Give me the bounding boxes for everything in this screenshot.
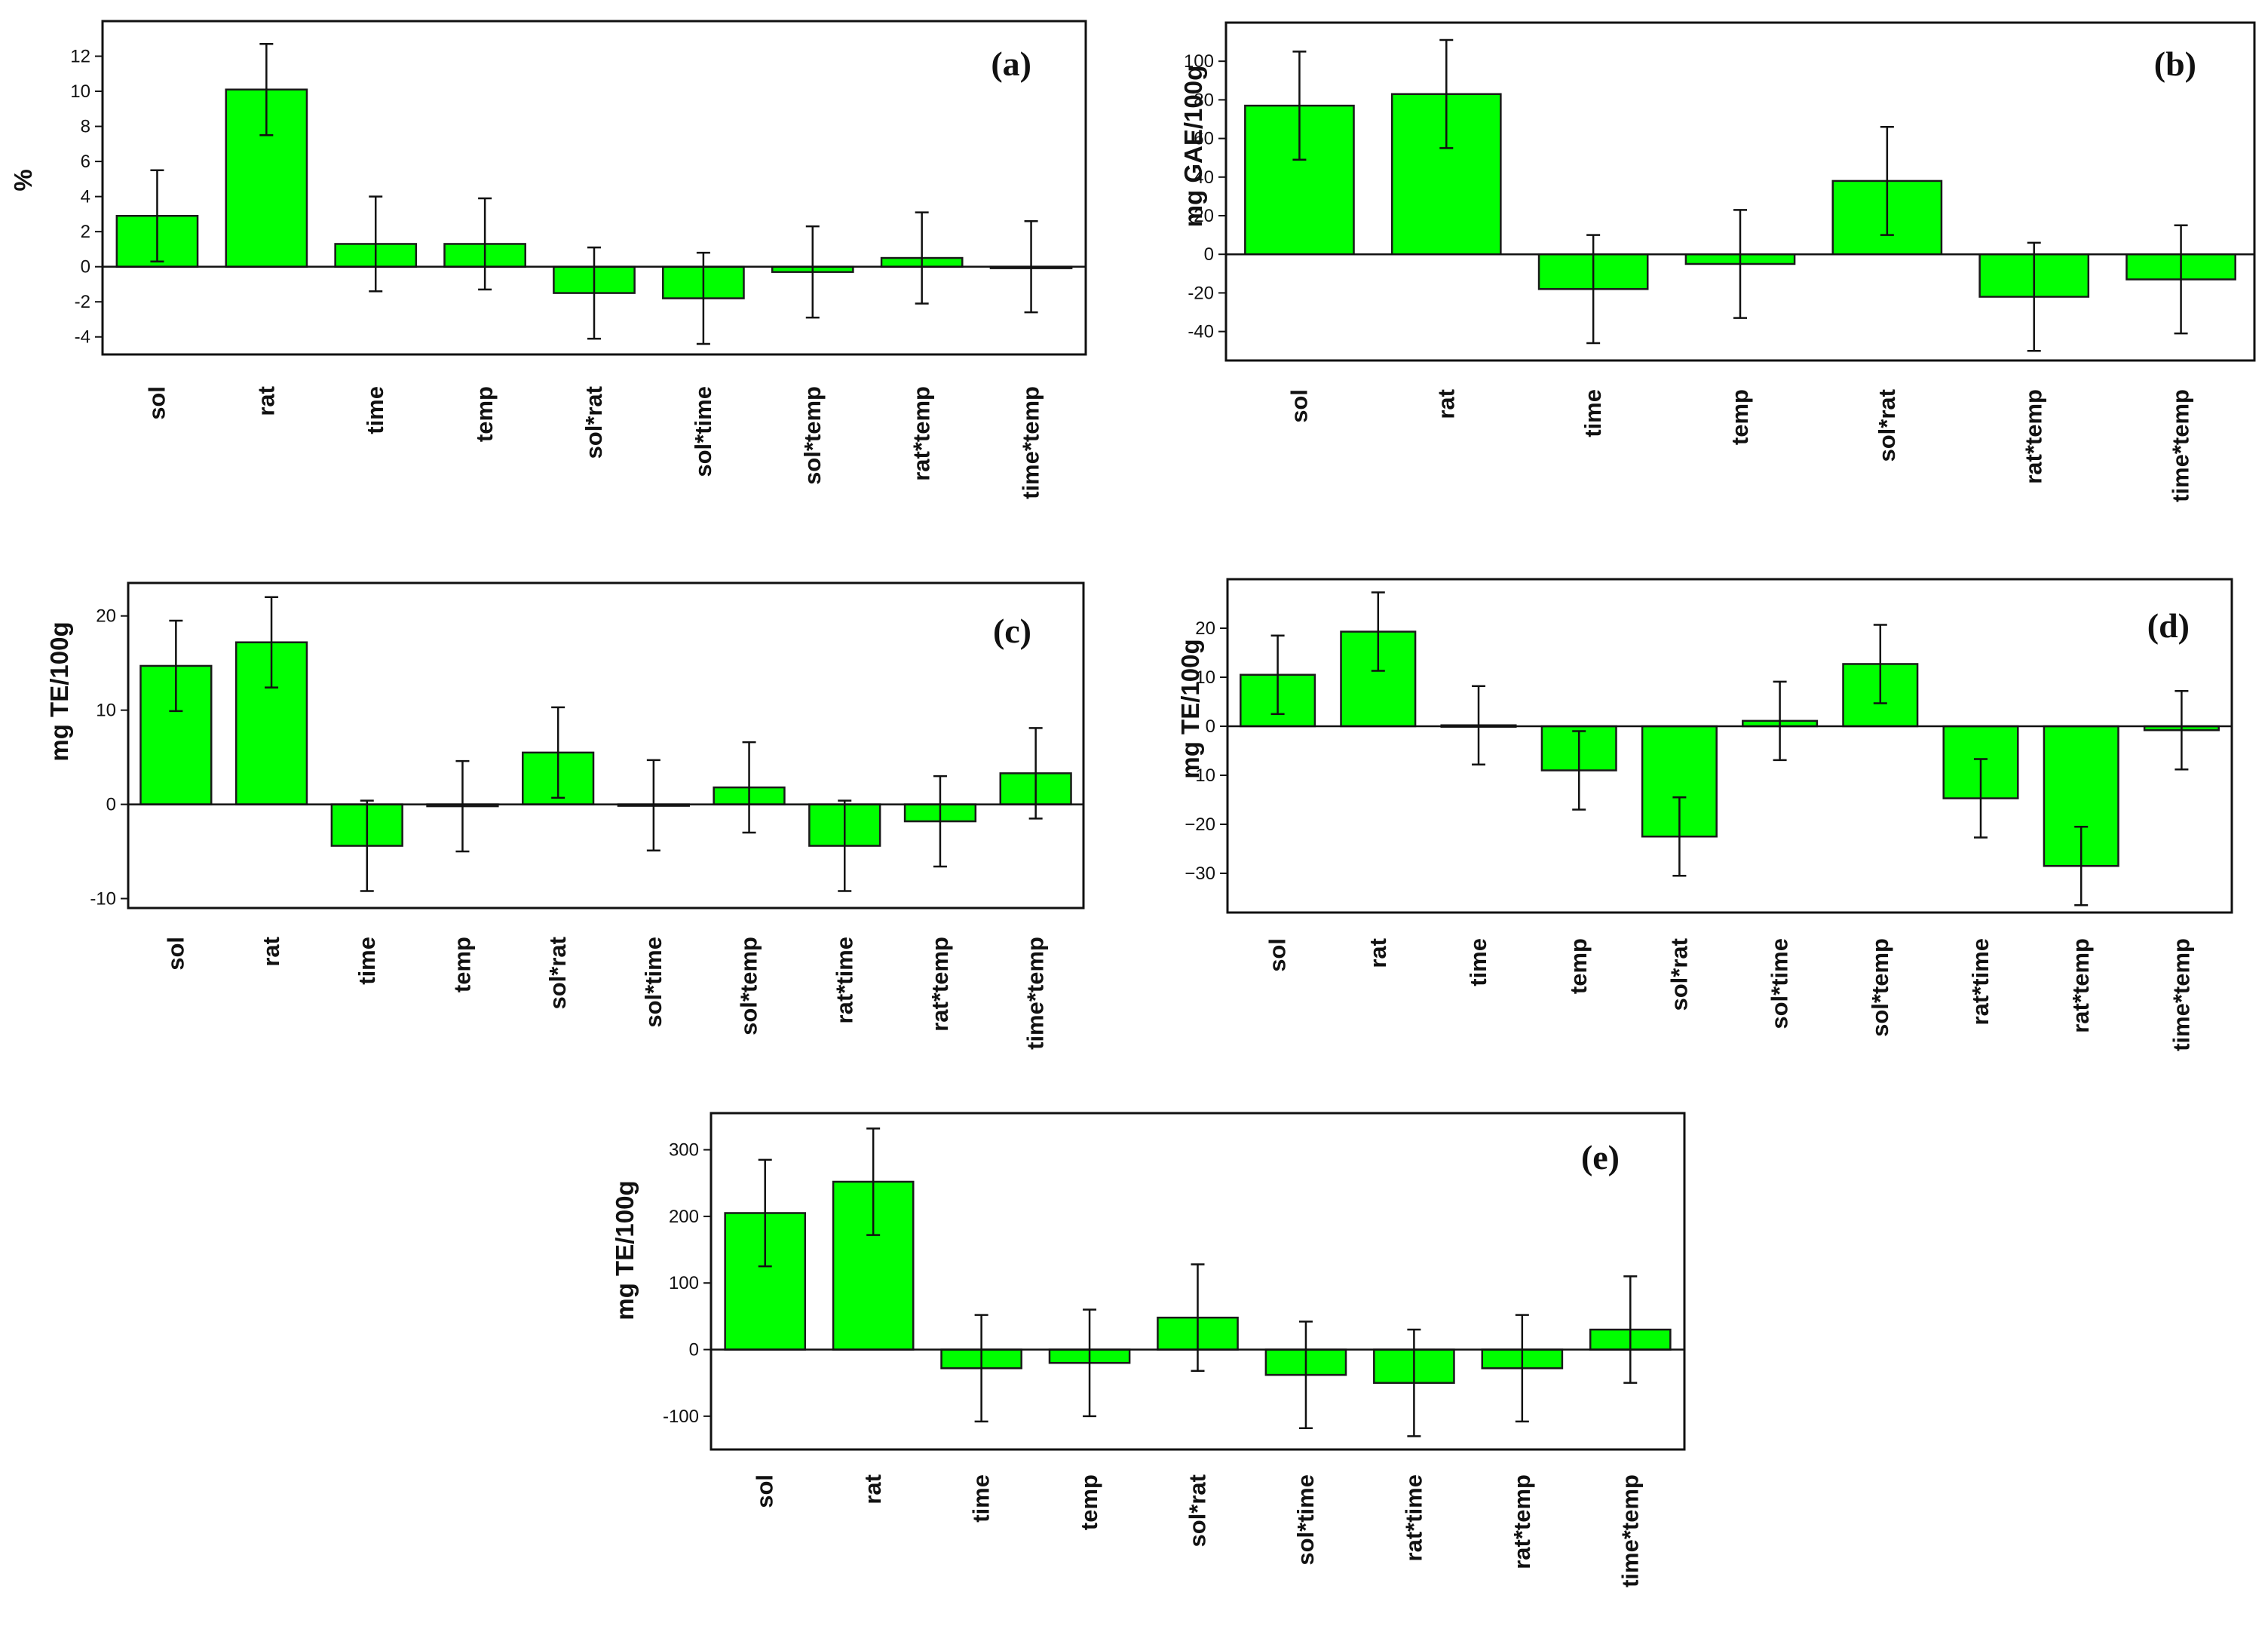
category-label-sol*temp: sol*temp	[799, 386, 826, 485]
y-tick-label: −30	[1185, 864, 1215, 884]
category-label-rat*temp: rat*temp	[1509, 1474, 1535, 1569]
category-label-rat*time: rat*time	[1967, 938, 1994, 1025]
category-label-sol*time: sol*time	[1292, 1474, 1319, 1566]
category-label-sol*time: sol*time	[1767, 938, 1793, 1029]
panel-label: (b)	[2154, 44, 2196, 83]
y-tick-label: 0	[81, 257, 90, 278]
plot-frame	[710, 1112, 1686, 1451]
y-tick-label: 0	[106, 795, 116, 815]
category-label-sol*rat: sol*rat	[1874, 389, 1900, 462]
plot-frame	[127, 581, 1085, 910]
category-label-temp: temp	[1727, 389, 1753, 445]
category-label-temp: temp	[1565, 938, 1592, 994]
chart-panel-1: -4 -2 0 2 4 6 8 10 12 sol rat time temp sol*rat sol*ti…	[9, 20, 1087, 499]
y-tick-label: 80	[1194, 90, 1214, 110]
y-tick-label: -10	[90, 889, 116, 910]
category-label-sol*rat: sol*rat	[544, 937, 571, 1009]
category-label-sol*rat: sol*rat	[1666, 938, 1692, 1011]
category-label-time*temp: time*temp	[2168, 938, 2194, 1051]
category-label-temp: temp	[471, 386, 498, 442]
y-tick-label: 10	[70, 81, 90, 102]
y-tick-label: 100	[669, 1273, 699, 1293]
category-label-sol: sol	[1286, 389, 1312, 423]
category-label-sol: sol	[1264, 938, 1291, 972]
y-axis-title: mg TE/100g	[611, 1180, 639, 1320]
y-tick-label: -2	[75, 292, 90, 312]
category-label-time: time	[968, 1474, 995, 1523]
category-label-rat*temp: rat*temp	[2067, 938, 2094, 1033]
category-label-rat*temp: rat*temp	[927, 937, 953, 1032]
y-tick-label: 20	[1195, 618, 1215, 639]
y-axis-title: mg GAE/100g	[1179, 66, 1207, 228]
category-label-rat: rat	[860, 1474, 886, 1505]
y-tick-label: 10	[96, 701, 116, 721]
y-axis-title: mg TE/100g	[45, 621, 73, 761]
panel-label: (c)	[993, 612, 1031, 650]
category-label-time*temp: time*temp	[1018, 386, 1044, 499]
category-label-sol*temp: sol*temp	[1867, 938, 1893, 1037]
y-tick-label: 300	[669, 1140, 699, 1161]
chart-panel-2: -40 -20 0 20 40 60 80 100 sol rat time temp sol*rat r…	[1179, 21, 2256, 502]
category-label-sol*rat: sol*rat	[1185, 1474, 1211, 1547]
category-label-sol*time: sol*time	[640, 937, 667, 1028]
y-tick-label: 2	[81, 222, 90, 242]
plot-frame	[1224, 21, 2256, 362]
panel-label: (d)	[2147, 606, 2190, 645]
y-tick-label: 0	[1204, 244, 1214, 265]
y-tick-label: 10	[1195, 667, 1215, 688]
category-label-temp: temp	[1076, 1474, 1102, 1530]
category-label-rat: rat	[1433, 389, 1459, 419]
category-label-temp: temp	[449, 937, 475, 992]
category-label-time: time	[1580, 389, 1606, 437]
y-tick-label: -100	[663, 1407, 699, 1427]
category-label-rat*time: rat*time	[831, 937, 857, 1023]
category-label-sol*temp: sol*temp	[736, 937, 762, 1035]
y-tick-label: 100	[1184, 51, 1214, 72]
y-tick-label: -40	[1188, 322, 1214, 342]
category-label-time: time	[1465, 938, 1491, 986]
y-tick-label: 12	[70, 47, 90, 67]
y-tick-label: -20	[1188, 283, 1214, 303]
y-tick-label: 40	[1194, 167, 1214, 188]
y-tick-label: 8	[81, 117, 90, 137]
y-tick-label: -4	[75, 327, 90, 348]
plot-frame	[101, 20, 1087, 356]
y-axis-title: %	[9, 169, 37, 191]
category-label-time*temp: time*temp	[2168, 389, 2194, 502]
panel-label: (a)	[991, 44, 1031, 83]
category-label-time: time	[362, 386, 388, 434]
category-label-sol*rat: sol*rat	[581, 386, 607, 459]
category-label-time: time	[354, 937, 380, 985]
y-tick-label: −20	[1185, 814, 1215, 835]
chart-panel-5: -100 0 100 200 300 sol rat time temp sol*rat sol*t…	[611, 1112, 1686, 1588]
y-tick-label: 6	[81, 152, 90, 172]
chart-panel-3: -10 0 10 20 sol rat time temp sol*rat sol*time sol…	[45, 581, 1085, 1050]
category-label-time*temp: time*temp	[1022, 937, 1049, 1050]
category-label-sol*time: sol*time	[690, 386, 716, 477]
y-tick-label: 200	[669, 1207, 699, 1227]
chart-panel-4: −30 −20 −10 0 10 20 sol rat time temp sol*rat sol*t…	[1176, 578, 2233, 1051]
category-label-rat*temp: rat*temp	[909, 386, 935, 481]
panel-label: (e)	[1581, 1138, 1620, 1176]
y-tick-label: 0	[1206, 716, 1215, 737]
category-label-time*temp: time*temp	[1617, 1474, 1643, 1588]
category-label-rat: rat	[258, 937, 284, 967]
y-tick-label: −10	[1185, 765, 1215, 786]
y-axis-title: mg TE/100g	[1176, 639, 1204, 778]
category-label-sol: sol	[162, 937, 188, 971]
y-tick-label: 4	[81, 187, 90, 207]
category-label-rat: rat	[1365, 938, 1391, 968]
plot-frame	[1226, 578, 2233, 914]
category-label-rat*time: rat*time	[1400, 1474, 1427, 1561]
category-label-rat: rat	[253, 386, 279, 416]
category-label-sol: sol	[143, 386, 170, 420]
y-tick-label: 20	[1194, 206, 1214, 226]
y-tick-label: 60	[1194, 129, 1214, 149]
category-label-rat*temp: rat*temp	[2021, 389, 2047, 484]
category-label-sol: sol	[752, 1474, 778, 1508]
y-tick-label: 0	[689, 1340, 699, 1361]
y-tick-label: 20	[96, 606, 116, 627]
